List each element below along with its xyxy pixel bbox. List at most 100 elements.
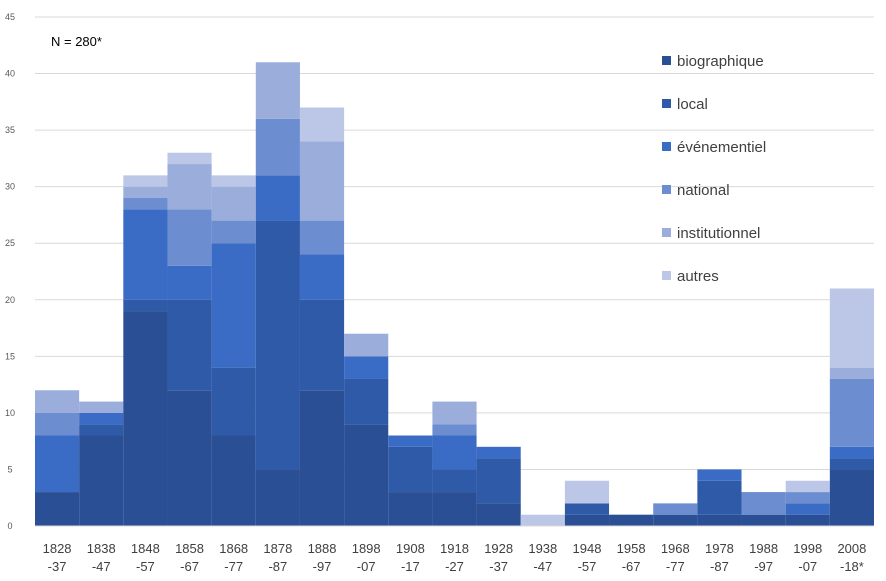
- bar-segment-autres: [520, 514, 565, 526]
- bar-segment-local: [432, 469, 477, 493]
- legend-swatch: [662, 99, 671, 108]
- legend-label: local: [677, 96, 708, 113]
- bar-segment-biographique: [255, 469, 300, 526]
- x-tick-label: 1908: [396, 541, 425, 556]
- bar-segment-biographique: [564, 514, 610, 526]
- legend-label: autres: [677, 268, 719, 285]
- x-tick-label: -87: [268, 559, 287, 574]
- bar-segment-autres: [785, 480, 830, 493]
- legend-label: événementiel: [677, 139, 766, 156]
- bar-segment-biographique: [123, 311, 168, 526]
- x-tick-label: -57: [578, 559, 597, 574]
- legend-swatch: [662, 185, 671, 194]
- bar-segment-événementiel: [476, 446, 521, 459]
- x-axis: 1828 -37 1838 -47 1848 -57 1858 -67 1868 -77 1878 -…: [43, 541, 867, 574]
- y-tick-label: 0: [7, 521, 12, 531]
- bar-segment-national: [829, 378, 874, 447]
- bar-segment-institutionnel: [299, 141, 345, 221]
- sample-size-note: N = 280*: [51, 34, 102, 49]
- bar-segment-national: [299, 220, 345, 255]
- y-axis: 0 5 10 15 20 25 30 35 40 45: [5, 12, 15, 531]
- bar-segment-national: [35, 412, 80, 436]
- legend-swatch: [662, 56, 671, 65]
- bar-segment-événementiel: [344, 356, 389, 379]
- bar-segment-autres: [829, 288, 874, 368]
- x-tick-label: 1898: [352, 541, 381, 556]
- bar-segment-local: [79, 424, 124, 436]
- x-tick-label: -87: [710, 559, 729, 574]
- bar-segment-biographique: [388, 492, 433, 526]
- bar-segment-local: [299, 299, 345, 391]
- legend-swatch: [662, 271, 671, 280]
- bar-segment-institutionnel: [79, 401, 124, 413]
- bar-segment-événementiel: [167, 265, 212, 300]
- y-tick-label: 20: [5, 295, 15, 305]
- bar-segment-institutionnel: [123, 186, 168, 198]
- x-tick-label: 1918: [440, 541, 469, 556]
- bar-segment-local: [211, 367, 256, 436]
- y-tick-label: 15: [5, 351, 15, 361]
- x-tick-label: -97: [313, 559, 332, 574]
- x-tick-label: 1878: [263, 541, 292, 556]
- x-tick-label: -97: [754, 559, 773, 574]
- y-tick-label: 10: [5, 408, 15, 418]
- x-tick-label: -67: [622, 559, 641, 574]
- bar-segment-biographique: [167, 390, 212, 526]
- bar-segment-institutionnel: [829, 367, 874, 379]
- x-tick-label: 1998: [793, 541, 822, 556]
- bar-segment-biographique: [476, 503, 521, 526]
- x-tick-label: -07: [798, 559, 817, 574]
- legend-label: institutionnel: [677, 225, 760, 242]
- x-tick-label: -37: [489, 559, 508, 574]
- bar-segment-autres: [211, 175, 256, 187]
- x-tick-label: -77: [666, 559, 685, 574]
- bar-segment-local: [123, 299, 168, 312]
- bar-segment-biographique: [829, 469, 874, 526]
- bar-segment-événementiel: [697, 469, 742, 481]
- x-tick-label: -77: [224, 559, 243, 574]
- bar-segment-local: [476, 458, 521, 504]
- bar-segment-biographique: [653, 514, 698, 526]
- y-tick-label: 25: [5, 238, 15, 248]
- x-tick-label: -18*: [840, 559, 864, 574]
- bar-segment-événementiel: [785, 503, 830, 515]
- x-tick-label: 1948: [573, 541, 602, 556]
- y-tick-label: 35: [5, 125, 15, 135]
- x-tick-label: 1928: [484, 541, 513, 556]
- legend-swatch: [662, 228, 671, 237]
- y-tick-label: 40: [5, 69, 15, 79]
- x-tick-label: 1868: [219, 541, 248, 556]
- x-tick-label: -47: [533, 559, 552, 574]
- x-tick-label: 1888: [308, 541, 337, 556]
- bar-segment-institutionnel: [167, 164, 212, 210]
- bar-segment-biographique: [609, 514, 654, 526]
- bar-segment-national: [211, 220, 256, 244]
- x-tick-label: 1938: [528, 541, 557, 556]
- bar-segment-biographique: [785, 514, 830, 526]
- bar-segment-événementiel: [35, 435, 80, 493]
- bar-segment-national: [741, 492, 786, 515]
- bar-segment-institutionnel: [432, 401, 477, 425]
- x-tick-label: 1848: [131, 541, 160, 556]
- bar-segment-national: [167, 209, 212, 266]
- bar-segment-local: [697, 480, 742, 515]
- bar-segment-événementiel: [79, 412, 124, 425]
- x-tick-label: -37: [48, 559, 67, 574]
- bar-segment-événementiel: [299, 254, 345, 300]
- x-tick-label: -57: [136, 559, 155, 574]
- bar-segment-institutionnel: [344, 333, 389, 357]
- x-tick-label: 2008: [837, 541, 866, 556]
- bar-segment-biographique: [697, 514, 742, 526]
- bar-segment-événementiel: [432, 435, 477, 470]
- bar-segment-biographique: [741, 514, 786, 526]
- bars: [35, 62, 874, 527]
- legend-label: national: [677, 182, 730, 199]
- bar-segment-national: [785, 492, 830, 504]
- legend-swatch: [662, 142, 671, 151]
- x-tick-label: -17: [401, 559, 420, 574]
- bar-segment-autres: [299, 107, 345, 142]
- bar-segment-événementiel: [255, 175, 300, 221]
- bar-segment-biographique: [344, 424, 389, 526]
- bar-segment-local: [167, 299, 212, 391]
